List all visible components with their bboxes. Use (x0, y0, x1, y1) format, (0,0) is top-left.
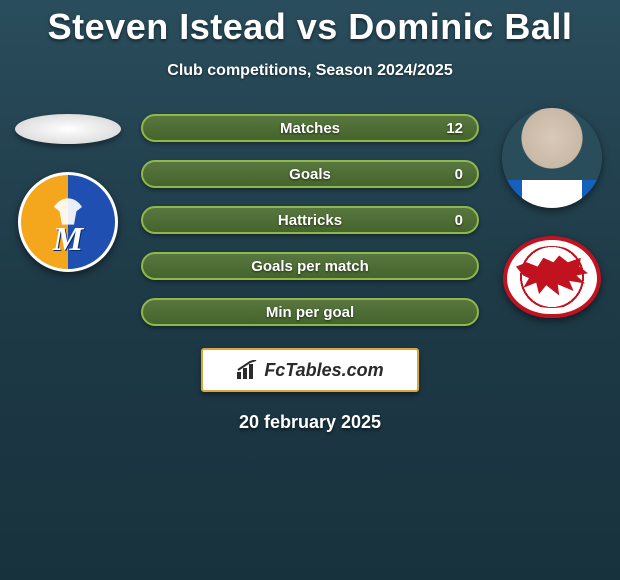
player-right-column (492, 108, 612, 318)
stat-bar-matches: Matches 12 (141, 114, 479, 142)
fctables-watermark: FcTables.com (201, 348, 419, 392)
club-badge-left: M (18, 172, 118, 272)
stat-label: Matches (280, 120, 340, 137)
stat-label: Goals (289, 166, 331, 183)
snapshot-date: 20 february 2025 (0, 412, 620, 433)
stat-bar-goals: Goals 0 (141, 160, 479, 188)
stat-label: Hattricks (278, 212, 342, 229)
stat-right-value: 0 (455, 166, 463, 183)
chart-icon (236, 360, 258, 380)
player-left-photo (15, 114, 121, 144)
comparison-panel: M Matches 12 Goals 0 Hattricks 0 Goals per mat… (0, 114, 620, 433)
club-badge-right-emblem (516, 253, 588, 297)
stat-bar-goals_per_match: Goals per match (141, 252, 479, 280)
stat-label: Goals per match (251, 258, 369, 275)
player-left-column: M (8, 114, 128, 272)
page-title: Steven Istead vs Dominic Ball (0, 0, 620, 48)
stat-right-value: 12 (446, 120, 463, 137)
stat-bars: Matches 12 Goals 0 Hattricks 0 Goals per match… (141, 114, 479, 326)
club-badge-left-letter: M (21, 221, 115, 259)
club-badge-right (503, 236, 601, 318)
stat-bar-hattricks: Hattricks 0 (141, 206, 479, 234)
stat-right-value: 0 (455, 212, 463, 229)
player-right-photo (502, 108, 602, 208)
stat-label: Min per goal (266, 304, 354, 321)
stat-bar-min_per_goal: Min per goal (141, 298, 479, 326)
fctables-label: FcTables.com (264, 360, 383, 381)
subtitle: Club competitions, Season 2024/2025 (0, 62, 620, 80)
